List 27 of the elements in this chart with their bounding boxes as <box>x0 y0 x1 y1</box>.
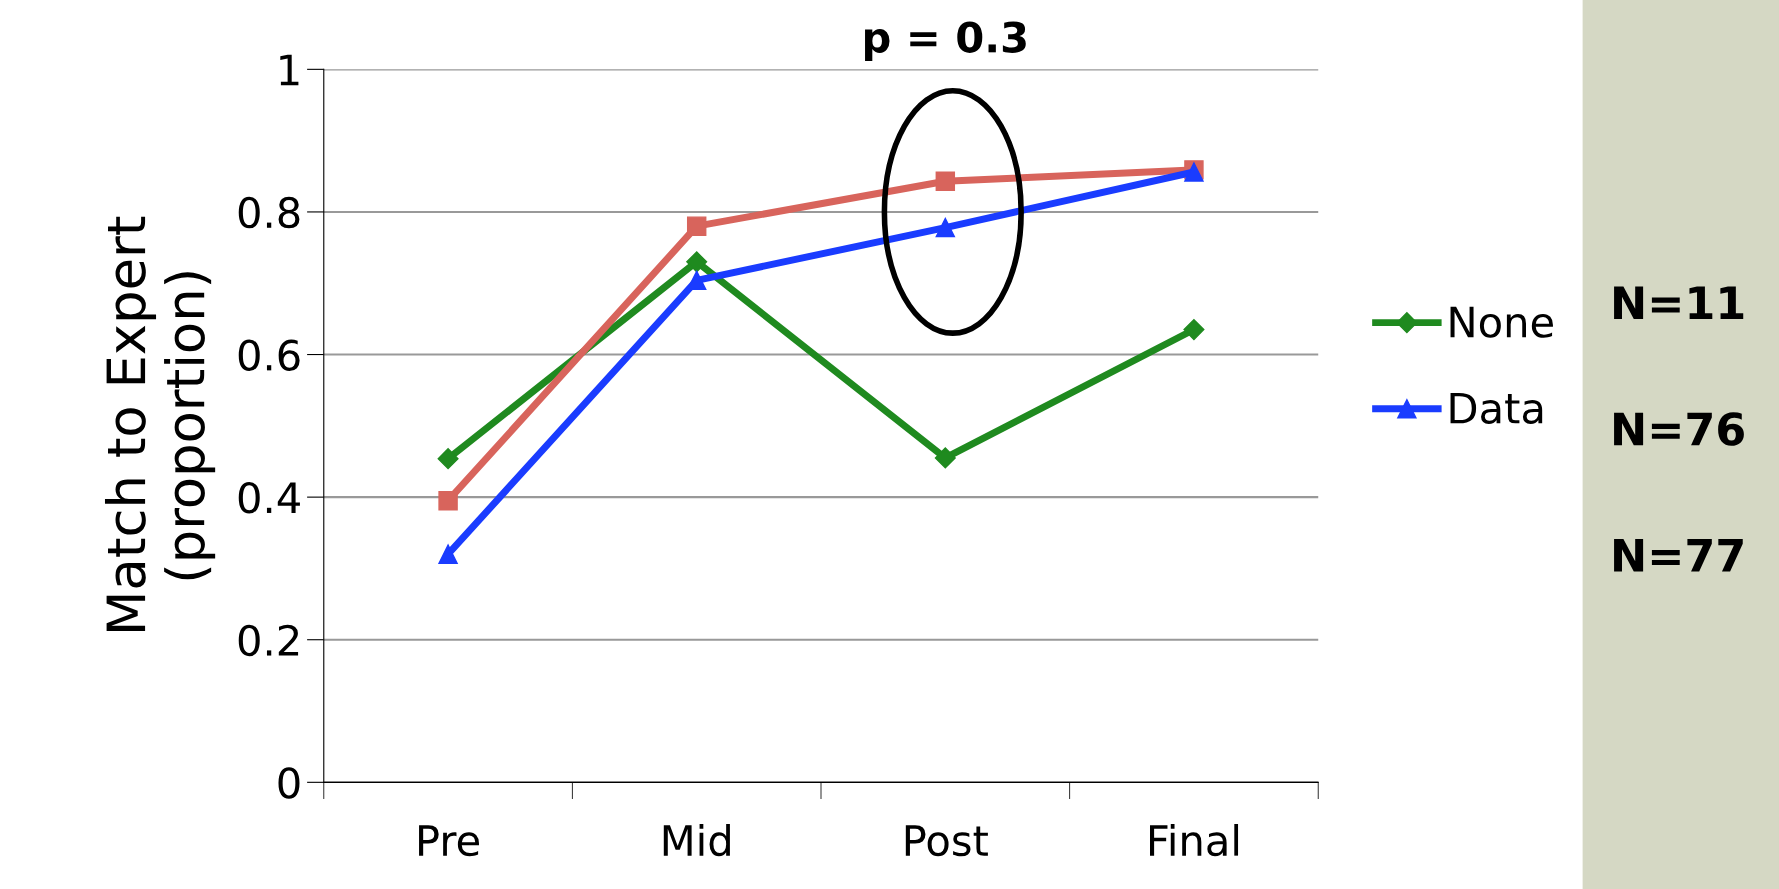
text: N=11 <box>1614 286 1744 319</box>
point <box>935 171 956 192</box>
x-tick-label: Post <box>905 825 988 857</box>
text: p = 0.3 <box>865 21 1026 61</box>
y-tick-label: 0.6 <box>238 339 300 371</box>
point <box>438 544 458 564</box>
legend-label: Data <box>1450 392 1543 424</box>
point <box>686 216 707 236</box>
point <box>1183 319 1205 341</box>
x-tick-label: Pre <box>419 825 479 857</box>
text: N=76 <box>1614 412 1744 446</box>
point <box>935 217 956 238</box>
y-tick-label: 0.2 <box>238 624 299 657</box>
x-tick-label: Final <box>1150 823 1239 857</box>
point <box>686 251 708 273</box>
point <box>934 447 956 469</box>
legend-label: None <box>1450 306 1553 338</box>
y-tick-label: 0 <box>278 767 300 799</box>
y-tick-label: 1 <box>280 54 299 86</box>
point <box>438 490 458 511</box>
y-tick-label: 0.4 <box>238 482 300 514</box>
point <box>686 270 707 291</box>
y-tick-label: 0.8 <box>238 196 300 229</box>
y-axis-title: Match to Expert (proportion) <box>104 216 216 631</box>
x-tick-label: Mid <box>663 823 730 857</box>
point <box>437 448 459 470</box>
text: N=77 <box>1614 539 1743 572</box>
